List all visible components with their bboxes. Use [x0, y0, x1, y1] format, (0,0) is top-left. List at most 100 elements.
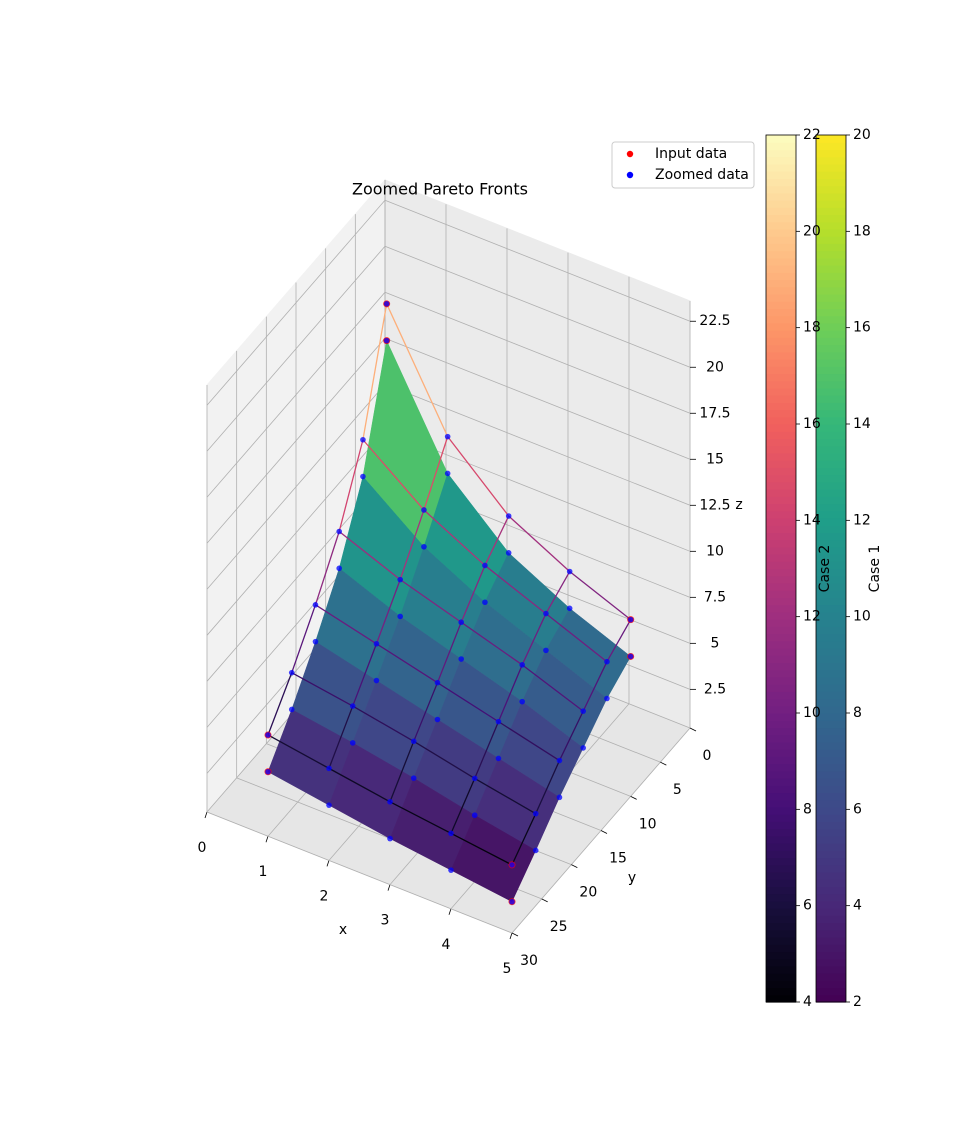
zoomed-point [627, 653, 634, 660]
colorbar-swatch [816, 871, 846, 880]
plot-area [264, 300, 635, 906]
wireframe-segment [484, 515, 510, 566]
colorbar-swatch [766, 257, 796, 266]
zoomed-point [543, 647, 549, 654]
colorbar-swatch [766, 315, 796, 324]
colorbar-swatch [766, 402, 796, 411]
tick-mark [448, 908, 452, 915]
wireframe-segment [460, 621, 523, 666]
colorbar-swatch [766, 944, 796, 953]
zoomed-point [288, 706, 295, 713]
zoomed-point [373, 640, 380, 647]
colorbar-swatch [816, 922, 846, 931]
zoomed-point [383, 301, 390, 307]
wireframe-segment [521, 613, 547, 666]
colorbar-swatch [816, 741, 846, 750]
colorbar-swatch [816, 554, 846, 562]
colorbar-swatch [766, 799, 796, 808]
colorbar-swatch [816, 525, 846, 533]
colorbar-swatch [766, 142, 796, 151]
colorbar-swatch [816, 228, 846, 237]
legend-label: Input data [655, 146, 727, 162]
colorbar-swatch [766, 951, 796, 960]
colorbar-swatch [816, 705, 846, 714]
colorbar-swatch [816, 944, 846, 953]
colorbar-swatch [766, 662, 796, 671]
colorbar-swatch [816, 409, 846, 418]
colorbar-swatch [816, 489, 846, 497]
grid-line [384, 245, 691, 368]
colorbar-swatch [816, 207, 846, 216]
colorbar-swatch [816, 814, 846, 822]
colorbar-swatch [766, 135, 796, 143]
colorbar-swatch [766, 149, 796, 158]
wireframe-segment [413, 740, 476, 779]
tick-mark [265, 836, 269, 843]
colorbar-swatch [816, 337, 846, 346]
colorbar-tick-label: 16 [803, 416, 821, 432]
colorbar-swatch [766, 763, 796, 772]
colorbar-swatch [766, 330, 796, 338]
tick-mark [571, 864, 578, 869]
colorbar-label: Case 1 [867, 545, 883, 593]
colorbar-swatch [766, 438, 796, 447]
colorbar-swatch [816, 662, 846, 671]
colorbar-swatch [766, 395, 796, 403]
zoomed-point [482, 599, 488, 606]
colorbar-swatch [816, 720, 846, 729]
wireframe-segment [338, 530, 401, 581]
colorbar-tick-label: 10 [853, 609, 871, 625]
zoomed-point [349, 703, 356, 709]
wireframe-segment [362, 303, 388, 440]
colorbar-swatch [766, 843, 796, 851]
colorbar-swatch [766, 713, 796, 721]
colorbar-swatch [816, 647, 846, 656]
colorbar-swatch [766, 337, 796, 346]
grid-line [384, 199, 691, 322]
colorbar-swatch [766, 792, 796, 801]
wireframe-segment [399, 509, 425, 580]
y-tick-label: 15 [609, 851, 627, 867]
y-tick-label: 5 [673, 782, 682, 798]
zoomed-point [543, 610, 549, 617]
x-tick-label: 4 [442, 937, 451, 953]
colorbar-swatch [766, 243, 796, 252]
colorbar-swatch [816, 358, 846, 367]
colorbar-swatch [816, 886, 846, 895]
colorbar-tick-label: 10 [803, 705, 821, 721]
tick-mark [630, 795, 637, 800]
colorbar-swatch [766, 373, 796, 382]
colorbar-swatch [816, 749, 846, 757]
wireframe-segment [545, 571, 571, 614]
colorbar-swatch [816, 582, 846, 591]
colorbar-swatch [766, 236, 796, 244]
colorbar-swatch [766, 973, 796, 981]
wireframe-segment [352, 643, 378, 707]
colorbar-swatch [816, 691, 846, 700]
y-tick-label: 0 [703, 748, 712, 764]
zoomed-point [444, 470, 451, 477]
colorbar-swatch [816, 301, 846, 309]
zoomed-point [373, 677, 380, 684]
zoomed-point [397, 613, 404, 620]
colorbar-swatch [766, 922, 796, 931]
colorbar-swatch [766, 546, 796, 555]
colorbar-tick-label: 4 [803, 994, 812, 1010]
colorbar-swatch [766, 575, 796, 584]
colorbar-swatch [816, 626, 846, 635]
colorbar-swatch [816, 676, 846, 685]
colorbar-swatch [816, 293, 846, 302]
colorbar-swatch [766, 496, 796, 505]
colorbar-swatch [766, 265, 796, 273]
colorbar-swatch [766, 958, 796, 967]
colorbar-swatch [816, 850, 846, 859]
colorbar-swatch [816, 149, 846, 158]
colorbar-swatch [816, 344, 846, 353]
colorbar-swatch [816, 727, 846, 736]
colorbar-frame [815, 134, 847, 1003]
wireframe-segment [558, 710, 584, 761]
wireframe-segment [606, 619, 632, 663]
colorbar-swatch [816, 561, 846, 570]
grid-line [206, 384, 386, 590]
